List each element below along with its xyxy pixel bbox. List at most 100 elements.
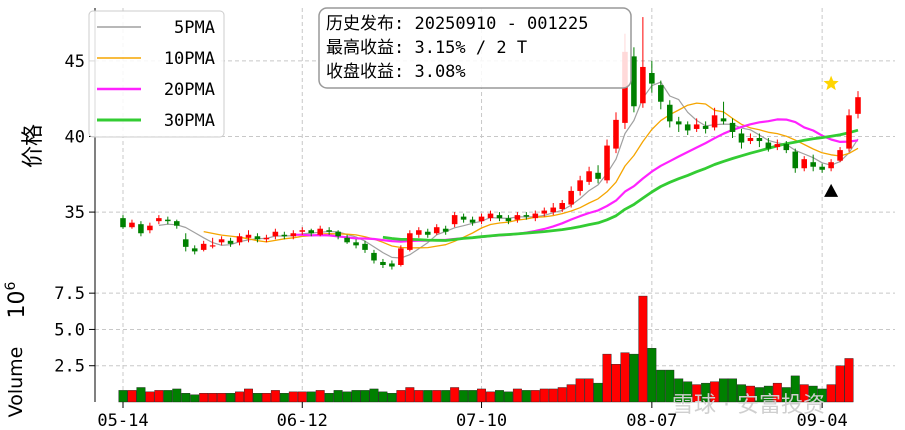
markers xyxy=(823,75,839,197)
x-tick-label: 07-10 xyxy=(456,411,507,430)
candle-body xyxy=(254,236,261,240)
candle xyxy=(640,17,646,108)
candle-body xyxy=(138,224,144,234)
star-marker xyxy=(823,75,839,91)
candle-body xyxy=(738,133,745,143)
candle-body xyxy=(353,242,359,246)
volume-bar xyxy=(360,390,370,403)
volume-bar xyxy=(396,390,406,403)
candle xyxy=(326,227,332,235)
price-tick-label: 45 xyxy=(65,52,85,72)
watermark: 雪球 · 安富投资 xyxy=(672,393,825,418)
candle-body xyxy=(209,245,216,247)
volume-bar xyxy=(656,369,666,403)
candle xyxy=(738,128,745,149)
candle-body xyxy=(299,230,306,232)
ma-line-5pma xyxy=(158,81,859,259)
candle xyxy=(398,245,404,267)
volume-bar xyxy=(754,387,764,403)
candle xyxy=(174,219,180,229)
candle-body xyxy=(702,125,709,129)
candle xyxy=(156,215,162,225)
volume-bar xyxy=(333,390,343,403)
candle xyxy=(442,225,449,235)
candle xyxy=(532,210,539,222)
volume-bar xyxy=(208,393,218,403)
volume-bar xyxy=(459,390,469,403)
candle xyxy=(604,139,610,184)
candle-body xyxy=(200,243,207,250)
volume-bar xyxy=(145,391,155,403)
candle-body xyxy=(335,231,341,237)
candle xyxy=(577,175,583,196)
volume-bar xyxy=(486,391,495,403)
candle xyxy=(200,240,207,252)
volume-bar xyxy=(737,384,746,403)
candle xyxy=(299,227,306,235)
candle-body xyxy=(487,213,494,219)
volume-bar xyxy=(665,369,675,403)
candle xyxy=(774,139,781,151)
x-tick-label: 06-12 xyxy=(277,411,328,430)
volume-bar xyxy=(683,381,693,403)
price-axis-label: 价格 xyxy=(21,124,46,168)
candle xyxy=(371,249,377,264)
volume-bar xyxy=(163,390,173,403)
volume-bar xyxy=(584,378,594,403)
candle xyxy=(631,47,637,113)
volume-bar xyxy=(288,391,298,403)
x-tick-label: 09-04 xyxy=(797,411,848,430)
candle-body xyxy=(174,221,180,226)
candle-body xyxy=(156,218,162,222)
candle-body xyxy=(586,171,592,182)
candle-body xyxy=(514,215,521,220)
candle xyxy=(478,213,485,225)
volume-bar xyxy=(279,393,289,403)
legend-item-5pma: 5PMA xyxy=(97,18,215,38)
candle-body xyxy=(765,142,772,149)
volume-scale-label: 106 xyxy=(3,281,30,318)
volume-bar xyxy=(252,393,262,403)
candle xyxy=(165,216,171,225)
candle xyxy=(514,212,521,223)
candle-body xyxy=(666,104,673,122)
candle xyxy=(245,230,252,243)
candle xyxy=(649,60,655,93)
candle-body xyxy=(281,234,288,237)
volume-tick-label: 7.5 xyxy=(54,284,85,304)
annotation-line-close-return: 收盘收益: 3.08% xyxy=(326,62,466,82)
candle-body xyxy=(407,233,413,250)
candle-body xyxy=(191,248,198,252)
volume-bar xyxy=(557,387,567,403)
candle xyxy=(792,148,799,173)
candle xyxy=(819,163,825,173)
candle-body xyxy=(783,144,790,151)
candle xyxy=(711,107,718,131)
volume-bar xyxy=(512,388,522,403)
volume-bar xyxy=(387,393,397,403)
candle-body xyxy=(658,85,664,102)
legend: 5PMA 10PMA 20PMA 30PMA xyxy=(88,10,225,138)
candle-body xyxy=(460,216,467,220)
volume-bar xyxy=(324,393,334,403)
annotation-line-release: 历史发布: 20250910 - 001225 xyxy=(326,14,588,34)
candle xyxy=(765,138,772,152)
candle xyxy=(218,236,225,246)
candle xyxy=(182,233,189,252)
candle xyxy=(693,118,700,132)
candle-body xyxy=(389,263,395,267)
volume-bar xyxy=(154,390,164,403)
candle-body xyxy=(819,166,825,170)
volume-bar xyxy=(763,385,773,403)
candle-body xyxy=(263,237,270,240)
volume-bar xyxy=(351,390,361,403)
candle-body xyxy=(236,236,243,243)
volume-scale-base: 10 xyxy=(5,290,30,318)
volume-bar xyxy=(432,390,442,403)
price-tick-label: 35 xyxy=(65,203,85,223)
volume-bar xyxy=(127,390,137,403)
candle xyxy=(675,116,682,132)
volume-bar xyxy=(790,375,800,403)
x-tick-label: 08-07 xyxy=(626,411,677,430)
candle xyxy=(801,156,807,172)
